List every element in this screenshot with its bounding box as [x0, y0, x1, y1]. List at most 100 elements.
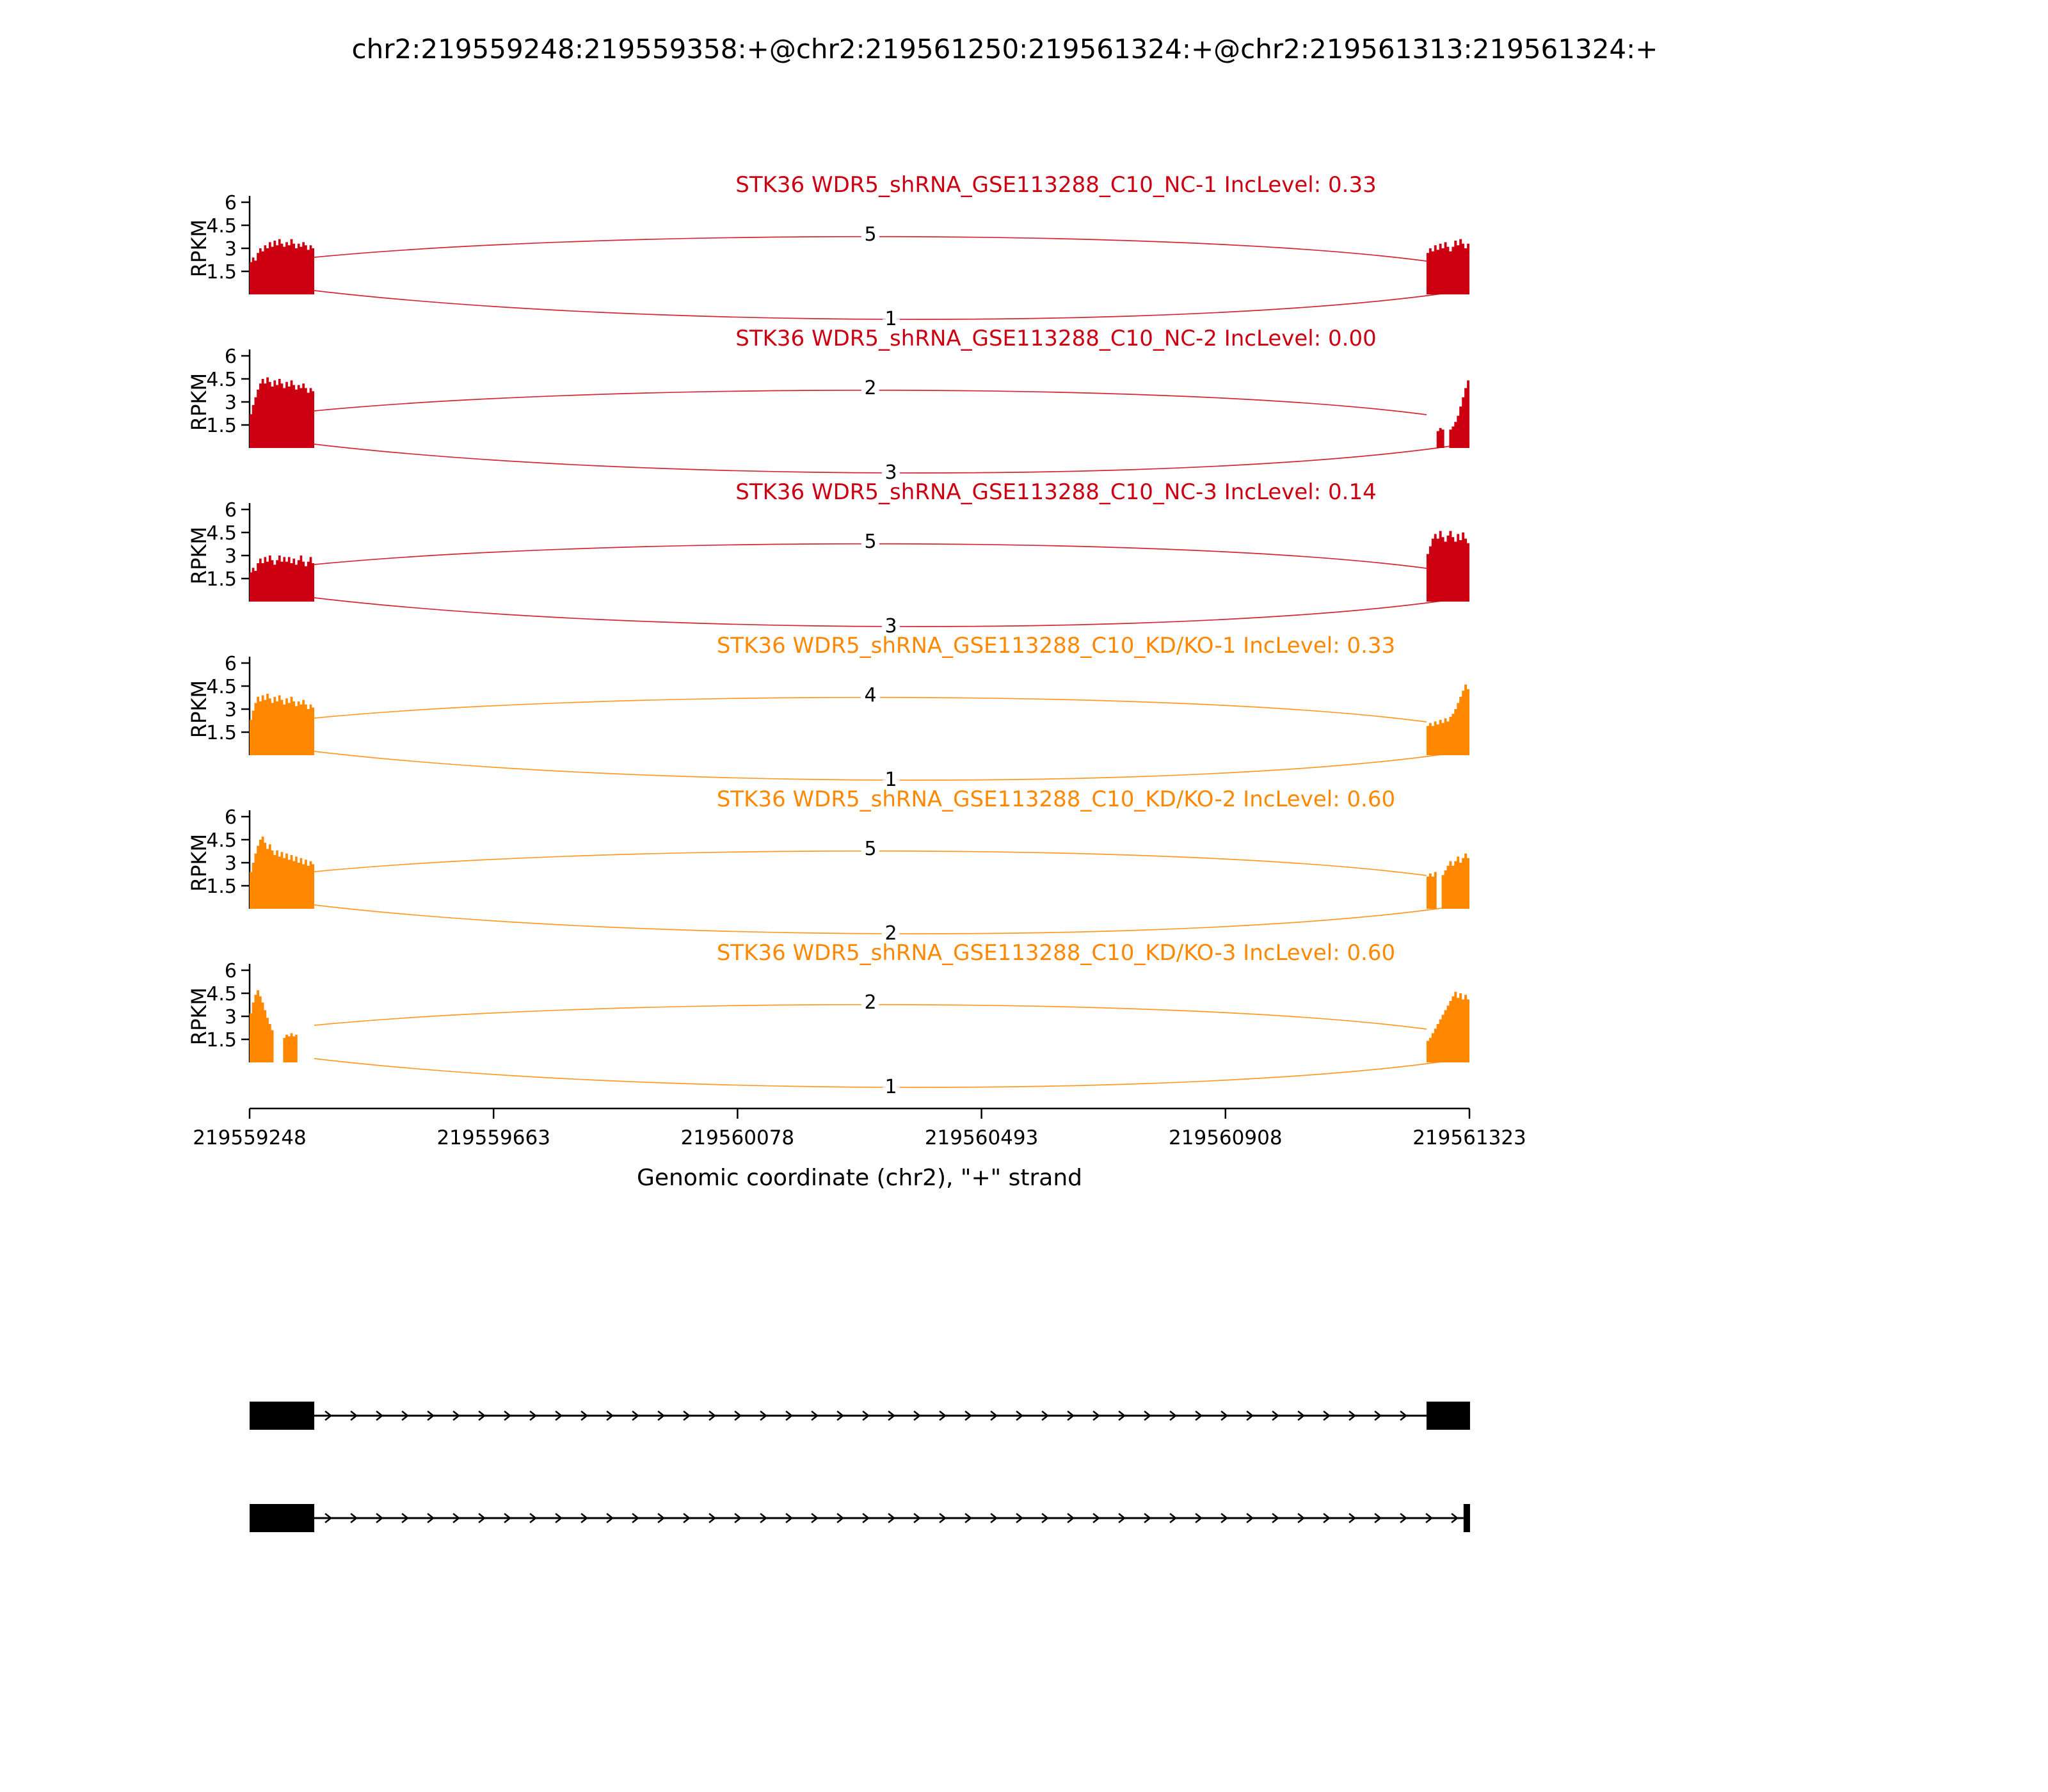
coverage-right-exon — [1426, 531, 1469, 602]
strand-arrow-icon — [606, 1411, 614, 1421]
junction-arc-bottom — [314, 904, 1464, 934]
track-NC-2: STK36 WDR5_shRNA_GSE113288_C10_NC-2 IncL… — [187, 326, 1469, 488]
strand-arrow-icon — [1041, 1411, 1050, 1421]
junction-arc-bottom — [314, 1058, 1464, 1088]
strand-arrow-icon — [990, 1513, 998, 1523]
strand-arrow-icon — [683, 1411, 691, 1421]
y-tick-label: 6 — [225, 960, 237, 982]
strand-arrow-icon — [1169, 1513, 1178, 1523]
junction-arc-top — [314, 1004, 1427, 1030]
track-NC-1: STK36 WDR5_shRNA_GSE113288_C10_NC-1 IncL… — [187, 172, 1469, 335]
junction-arc-top — [314, 236, 1427, 262]
strand-arrow-icon — [1297, 1411, 1306, 1421]
y-tick-label: 1.5 — [206, 568, 237, 591]
strand-arrow-icon — [939, 1411, 947, 1421]
strand-arrow-icon — [529, 1411, 538, 1421]
coverage-left-exon — [250, 694, 314, 755]
coverage-left-exon — [250, 239, 314, 294]
x-tick-label: 219560493 — [925, 1126, 1039, 1149]
strand-arrow-icon — [350, 1513, 358, 1523]
junction-count: 1 — [884, 1076, 897, 1098]
junction-arc-bottom — [314, 597, 1464, 627]
strand-arrow-icon — [1374, 1513, 1382, 1523]
strand-arrow-icon — [478, 1513, 486, 1523]
strand-arrow-icon — [1246, 1513, 1254, 1523]
strand-arrow-icon — [606, 1513, 614, 1523]
strand-arrow-icon — [632, 1513, 640, 1523]
strand-arrow-icon — [1067, 1513, 1075, 1523]
track-title: STK36 WDR5_shRNA_GSE113288_C10_NC-3 IncL… — [735, 479, 1376, 505]
strand-arrow-icon — [1195, 1513, 1203, 1523]
strand-arrow-icon — [555, 1411, 563, 1421]
junction-arc-bottom — [314, 290, 1464, 320]
y-tick-label: 4.5 — [206, 676, 237, 698]
x-tick-label: 219559248 — [193, 1126, 307, 1149]
junction-arc-top — [314, 696, 1427, 723]
coverage-left-exon — [250, 990, 314, 1062]
strand-arrow-icon — [1400, 1411, 1408, 1421]
track-KD/KO-3: STK36 WDR5_shRNA_GSE113288_C10_KD/KO-3 I… — [187, 940, 1469, 1103]
coverage-right-exon — [1426, 853, 1469, 909]
strand-arrow-icon — [785, 1513, 794, 1523]
strand-arrow-icon — [1118, 1513, 1126, 1523]
strand-arrow-icon — [529, 1513, 538, 1523]
strand-arrow-icon — [1246, 1411, 1254, 1421]
exon-box — [250, 1402, 315, 1430]
strand-arrow-icon — [888, 1513, 896, 1523]
y-tick-label: 4.5 — [206, 369, 237, 391]
strand-arrow-icon — [1067, 1411, 1075, 1421]
strand-arrow-icon — [1092, 1513, 1101, 1523]
y-axis-label: RPKM — [187, 680, 211, 738]
track-KD/KO-1: STK36 WDR5_shRNA_GSE113288_C10_KD/KO-1 I… — [187, 633, 1469, 796]
coverage-right-exon — [1426, 991, 1469, 1062]
x-axis: 219559248 219559663 219560078 219560493 2195… — [193, 1107, 1526, 1191]
x-tick-label: 219561323 — [1412, 1126, 1526, 1149]
strand-arrow-icon — [452, 1513, 461, 1523]
track-title: STK36 WDR5_shRNA_GSE113288_C10_NC-1 IncL… — [735, 172, 1376, 198]
strand-arrow-icon — [913, 1411, 922, 1421]
strand-arrow-icon — [657, 1411, 666, 1421]
y-tick-label: 3 — [225, 392, 237, 414]
strand-arrow-icon — [580, 1513, 589, 1523]
strand-arrow-icon — [964, 1411, 973, 1421]
isoform-1 — [250, 1402, 1470, 1430]
strand-arrow-icon — [785, 1411, 794, 1421]
strand-arrow-icon — [1272, 1513, 1280, 1523]
strand-arrow-icon — [1016, 1513, 1024, 1523]
figure-title: chr2:219559248:219559358:+@chr2:21956125… — [351, 33, 1658, 65]
y-tick-label: 4.5 — [206, 215, 237, 237]
strand-arrow-icon — [555, 1513, 563, 1523]
strand-arrow-icon — [760, 1411, 768, 1421]
junction-arc-top — [314, 850, 1427, 876]
junction-count: 5 — [864, 223, 876, 246]
y-tick-label: 1.5 — [206, 722, 237, 744]
y-tick-label: 4.5 — [206, 829, 237, 852]
y-tick-label: 4.5 — [206, 983, 237, 1005]
strand-arrow-icon — [1041, 1513, 1050, 1523]
strand-arrow-icon — [683, 1513, 691, 1523]
strand-arrow-icon — [1144, 1411, 1152, 1421]
strand-arrow-icon — [1297, 1513, 1306, 1523]
y-axis-label: RPKM — [187, 527, 211, 584]
exon-box — [1463, 1504, 1470, 1532]
x-tick-label: 219559663 — [436, 1126, 550, 1149]
strand-arrow-icon — [632, 1411, 640, 1421]
strand-arrow-icon — [1425, 1513, 1434, 1523]
strand-arrow-icon — [580, 1411, 589, 1421]
y-tick-label: 1.5 — [206, 415, 237, 437]
strand-arrow-icon — [990, 1411, 998, 1421]
strand-arrow-icon — [708, 1411, 717, 1421]
strand-arrow-icon — [862, 1411, 870, 1421]
junction-count: 4 — [864, 684, 876, 707]
y-tick-label: 6 — [225, 192, 237, 214]
x-axis-label: Genomic coordinate (chr2), "+" strand — [637, 1165, 1082, 1191]
strand-arrow-icon — [427, 1411, 435, 1421]
strand-arrow-icon — [504, 1411, 512, 1421]
y-tick-label: 1.5 — [206, 1029, 237, 1052]
exon-box — [250, 1504, 315, 1532]
strand-arrow-icon — [1169, 1411, 1178, 1421]
strand-arrow-icon — [836, 1513, 845, 1523]
y-axis-label: RPKM — [187, 373, 211, 431]
strand-arrow-icon — [1220, 1411, 1229, 1421]
exon-box — [1426, 1402, 1470, 1430]
